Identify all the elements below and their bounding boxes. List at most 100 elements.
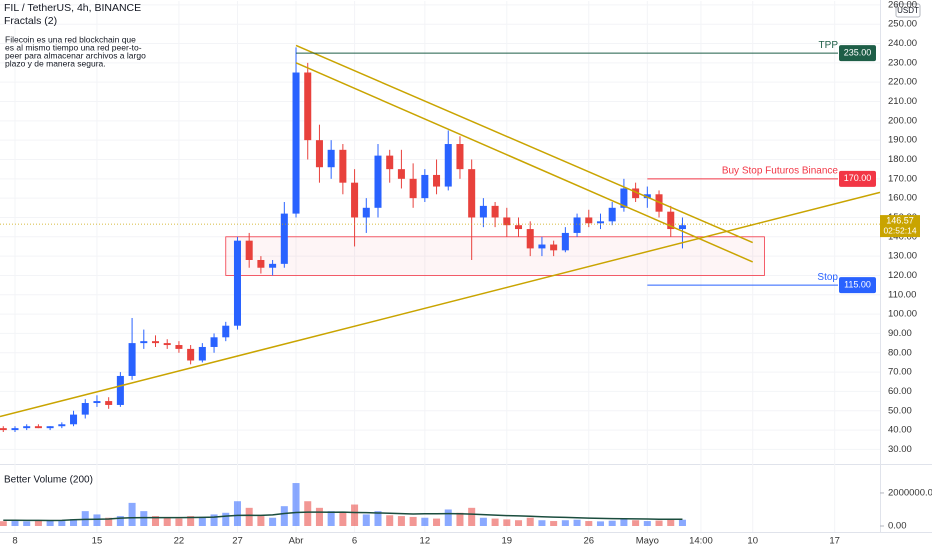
y-tick-label: 100.00	[888, 309, 917, 320]
volume-bar	[339, 512, 347, 526]
volume-bar	[245, 507, 253, 526]
volume-bar	[327, 511, 335, 526]
volume-bar	[222, 512, 230, 526]
volume-bar	[456, 512, 464, 526]
y-tick-label: 170.00	[888, 173, 917, 184]
y-tick-label: 230.00	[888, 57, 917, 68]
volume-bar	[620, 519, 628, 526]
currency-box	[895, 3, 921, 18]
level-value-box	[839, 45, 876, 62]
x-tick-label: 6	[352, 536, 357, 547]
x-tick-label: 17	[829, 536, 840, 547]
y-tick-label: 50.00	[888, 405, 912, 416]
volume-bar	[315, 507, 323, 526]
volume-bar	[655, 520, 663, 526]
y-tick-label: 250.00	[888, 19, 917, 30]
y-tick-label: 240.00	[888, 38, 917, 49]
y-tick-label: 90.00	[888, 328, 912, 339]
volume-bar	[468, 507, 476, 526]
candle-body	[409, 178, 417, 199]
volume-bar	[678, 519, 686, 526]
volume-bar	[351, 504, 359, 526]
candle-body	[362, 207, 370, 218]
volume-bar	[526, 517, 534, 526]
candle-body	[643, 194, 651, 199]
candle-body	[187, 348, 195, 361]
last-price-box	[880, 215, 920, 238]
volume-bar	[433, 518, 441, 526]
volume-bar	[233, 501, 241, 526]
volume-bar	[34, 520, 42, 526]
volume-bar	[116, 516, 124, 526]
candle-body	[11, 428, 19, 431]
candle-body	[128, 343, 136, 376]
level-value-box	[839, 277, 876, 294]
candle-body	[421, 174, 429, 199]
candle-body	[503, 217, 511, 226]
candle-body	[58, 424, 66, 427]
volume-bar	[538, 520, 546, 526]
volume-bar	[187, 516, 195, 526]
description-line: es al mismo tiempo una red peer-to-	[5, 42, 142, 52]
candle-body	[550, 244, 558, 251]
volume-bar	[421, 517, 429, 526]
candle-body	[515, 225, 523, 230]
trendline	[0, 191, 881, 418]
volume-bar	[280, 506, 288, 526]
candle-body	[561, 232, 569, 251]
volume-bar	[163, 517, 171, 526]
candle-body	[140, 341, 148, 344]
volume-bar	[257, 516, 265, 526]
candle-body	[46, 426, 54, 429]
candle-body	[327, 149, 335, 168]
x-tick-label: 19	[502, 536, 513, 547]
volume-bar	[515, 520, 523, 526]
candle-body	[0, 428, 7, 431]
y-tick-label: 260.00	[888, 0, 917, 10]
candle-body	[257, 259, 265, 268]
y-tick-label: 160.00	[888, 193, 917, 204]
y-tick-label: 210.00	[888, 96, 917, 107]
level-value: 170.00	[844, 173, 872, 183]
volume-tick-label: 2000000.00	[888, 487, 932, 498]
volume-tick-label: 0.00	[888, 521, 907, 532]
volume-bar	[269, 517, 277, 526]
y-tick-label: 130.00	[888, 251, 917, 262]
volume-bar	[386, 515, 394, 526]
volume-bar	[210, 514, 218, 526]
candle-body	[93, 401, 101, 404]
volume-bar	[409, 516, 417, 526]
candle-body	[538, 244, 546, 249]
volume-bar	[561, 520, 569, 526]
candle-body	[339, 149, 347, 183]
chart-title: FIL / TetherUS, 4h, BINANCE	[4, 2, 141, 14]
candle-body	[386, 155, 394, 170]
candle-body	[315, 140, 323, 168]
volume-bar	[292, 483, 300, 526]
x-tick-label: 27	[232, 536, 243, 547]
candle-body	[34, 426, 42, 429]
volume-bar	[58, 521, 66, 526]
candle-body	[491, 205, 499, 218]
level-value: 235.00	[844, 48, 872, 58]
volume-title: Better Volume (200)	[4, 475, 93, 486]
candle-body	[620, 188, 628, 208]
y-tick-label: 220.00	[888, 77, 917, 88]
volume-bar	[374, 511, 382, 526]
volume-bar	[140, 511, 148, 526]
candle-body	[23, 426, 31, 429]
volume-bar	[491, 518, 499, 526]
candle-body	[596, 221, 604, 224]
candle-body	[210, 337, 218, 347]
candle-body	[608, 207, 616, 222]
level-value: 115.00	[844, 279, 871, 289]
x-tick-label: 26	[583, 536, 594, 547]
volume-bar	[444, 509, 452, 526]
volume-bar	[0, 521, 7, 526]
x-tick-label: Abr	[289, 536, 304, 547]
volume-bar	[632, 520, 640, 526]
candle-body	[198, 346, 206, 361]
volume-bar	[585, 521, 593, 526]
y-tick-label: 70.00	[888, 367, 912, 378]
